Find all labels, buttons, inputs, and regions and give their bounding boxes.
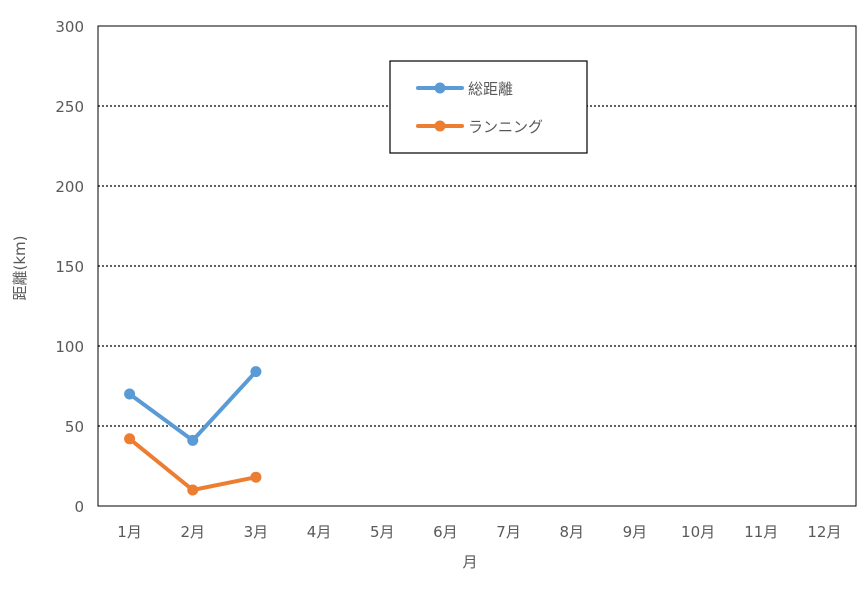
y-tick-label: 200 xyxy=(55,178,84,196)
x-tick-label: 7月 xyxy=(496,523,521,541)
x-tick-label: 4月 xyxy=(307,523,332,541)
x-tick-label: 12月 xyxy=(807,523,841,541)
data-point xyxy=(250,471,262,483)
legend-box xyxy=(389,60,588,154)
data-point xyxy=(124,433,136,445)
y-axis-title: 距離(km) xyxy=(11,235,29,300)
y-tick-label: 250 xyxy=(55,98,84,116)
x-tick-label: 9月 xyxy=(623,523,648,541)
data-point xyxy=(250,366,262,378)
data-point xyxy=(187,434,199,446)
x-tick-label: 8月 xyxy=(559,523,584,541)
x-tick-label: 1月 xyxy=(117,523,142,541)
data-point xyxy=(124,388,136,400)
y-tick-label: 100 xyxy=(55,338,84,356)
legend-label: ランニング xyxy=(468,118,543,136)
data-point xyxy=(187,484,199,496)
y-tick-label: 50 xyxy=(65,418,84,436)
legend-swatch-marker xyxy=(434,120,446,132)
x-tick-label: 10月 xyxy=(681,523,715,541)
legend-swatch-marker xyxy=(434,82,446,94)
x-tick-label: 5月 xyxy=(370,523,395,541)
y-tick-label: 0 xyxy=(74,498,84,516)
x-tick-label: 2月 xyxy=(180,523,205,541)
y-axis-ticks: 0 50 100 150 200 250 300 xyxy=(55,18,84,516)
series-layer xyxy=(124,366,262,496)
x-axis-title: 月 xyxy=(462,553,477,571)
x-tick-label: 11月 xyxy=(744,523,778,541)
x-axis-ticks: 1月 2月 3月 4月 5月 6月 7月 8月 9月 10月 11月 12月 xyxy=(117,523,841,541)
y-tick-label: 150 xyxy=(55,258,84,276)
legend-label: 総距離 xyxy=(468,80,513,98)
x-tick-label: 6月 xyxy=(433,523,458,541)
y-tick-label: 300 xyxy=(55,18,84,36)
x-tick-label: 3月 xyxy=(244,523,269,541)
